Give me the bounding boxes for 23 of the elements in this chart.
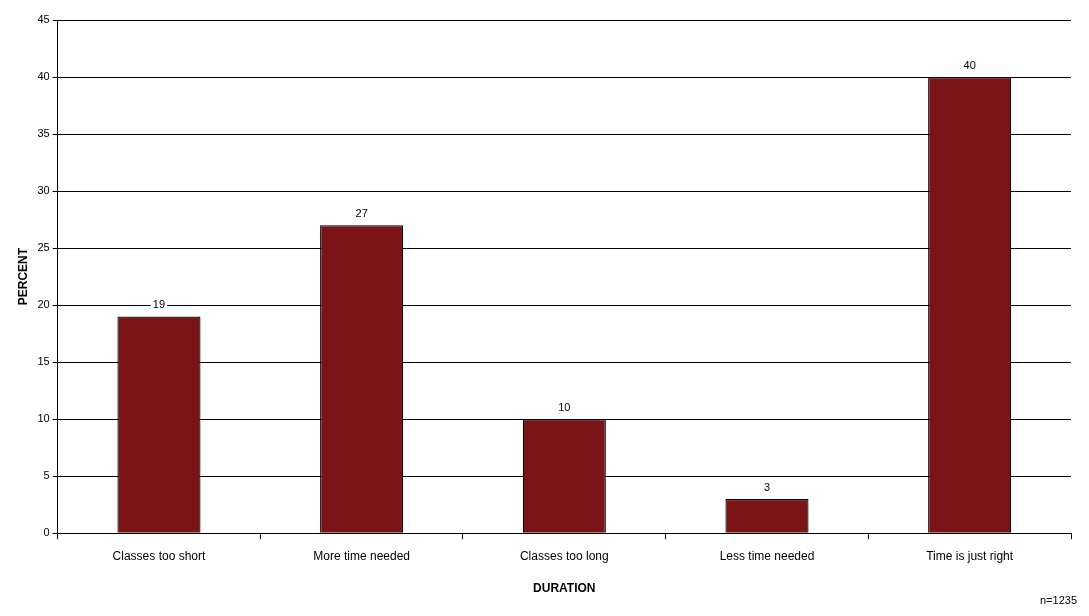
y-tick-label: 45 [37, 13, 50, 26]
x-axis-title: DURATION [533, 581, 596, 596]
data-label: 27 [355, 206, 368, 219]
data-label: 10 [558, 400, 571, 413]
data-label: 3 [763, 480, 771, 493]
y-tick-label: 40 [37, 70, 50, 83]
text: n=1235 [1039, 593, 1077, 606]
y-tick-label: 20 [37, 298, 50, 311]
y-tick-label: 10 [37, 412, 50, 425]
x-tick-label: Less time needed [719, 548, 815, 563]
data-label: 19 [152, 298, 166, 311]
x-tick-label: More time needed [313, 548, 411, 563]
y-tick-label: 25 [37, 241, 50, 254]
y-tick-label: 30 [37, 184, 50, 197]
x-tick-label: Classes too long [519, 548, 609, 563]
x-tick-label: Time is just right [926, 548, 1014, 563]
y-tick-label: 5 [43, 469, 50, 482]
y-axis-title: PERCENT [15, 247, 30, 306]
y-tick-label: 35 [37, 127, 50, 140]
y-tick-label: 0 [43, 526, 50, 539]
data-label: 40 [963, 58, 976, 71]
x-tick-label: Classes too short [112, 548, 206, 563]
y-tick-label: 15 [37, 355, 50, 368]
